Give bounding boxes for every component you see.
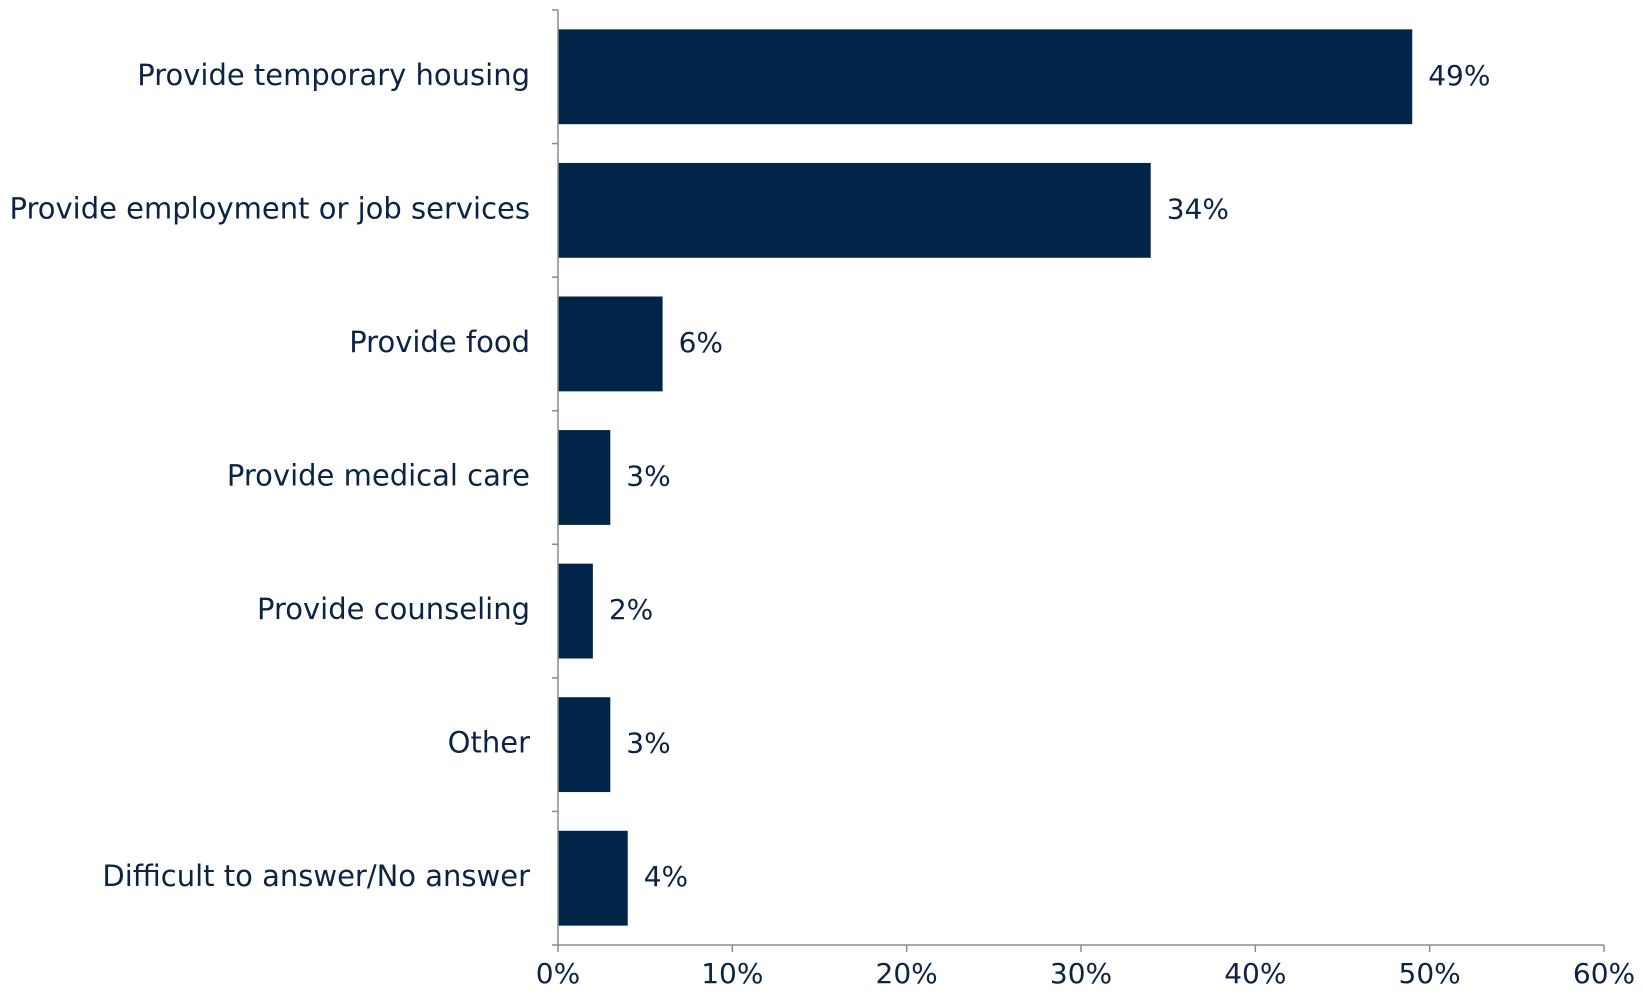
category-label-1: Provide employment or job services bbox=[9, 191, 530, 225]
value-label-5: 3% bbox=[626, 727, 670, 760]
value-label-4: 2% bbox=[609, 593, 653, 626]
value-label-0: 49% bbox=[1428, 59, 1490, 92]
category-label-2: Provide food bbox=[349, 325, 530, 359]
value-label-2: 6% bbox=[679, 326, 723, 359]
x-tick-label-2: 20% bbox=[876, 957, 938, 990]
category-label-4: Provide counseling bbox=[257, 592, 530, 626]
bar-3 bbox=[558, 430, 611, 525]
category-label-6: Difficult to answer/No answer bbox=[102, 859, 530, 893]
bar-6 bbox=[558, 830, 628, 926]
x-tick-label-5: 50% bbox=[1399, 957, 1461, 990]
category-label-5: Other bbox=[448, 726, 530, 760]
category-label-3: Provide medical care bbox=[227, 459, 530, 493]
value-label-6: 4% bbox=[644, 860, 688, 893]
category-label-0: Provide temporary housing bbox=[137, 58, 530, 92]
bar-0 bbox=[558, 29, 1413, 125]
bar-5 bbox=[558, 697, 611, 793]
x-tick-label-1: 10% bbox=[701, 957, 763, 990]
value-label-3: 3% bbox=[626, 460, 670, 493]
x-tick-label-0: 0% bbox=[536, 957, 580, 990]
bar-2 bbox=[558, 296, 663, 392]
x-tick-label-6: 60% bbox=[1573, 957, 1635, 990]
bars-layer bbox=[558, 29, 1413, 926]
value-labels: 49% 34% 6% 3% 2% 3% 4% bbox=[609, 59, 1491, 893]
category-labels: Provide temporary housing Provide employm… bbox=[9, 58, 530, 893]
x-tick-label-4: 40% bbox=[1224, 957, 1286, 990]
value-label-1: 34% bbox=[1167, 192, 1229, 225]
bar-1 bbox=[558, 162, 1151, 258]
axes bbox=[557, 10, 1604, 946]
bar-4 bbox=[558, 563, 593, 659]
axis-ticks: 0% 10% 20% 30% 40% 50% 60% bbox=[536, 9, 1635, 990]
x-tick-label-3: 30% bbox=[1050, 957, 1112, 990]
